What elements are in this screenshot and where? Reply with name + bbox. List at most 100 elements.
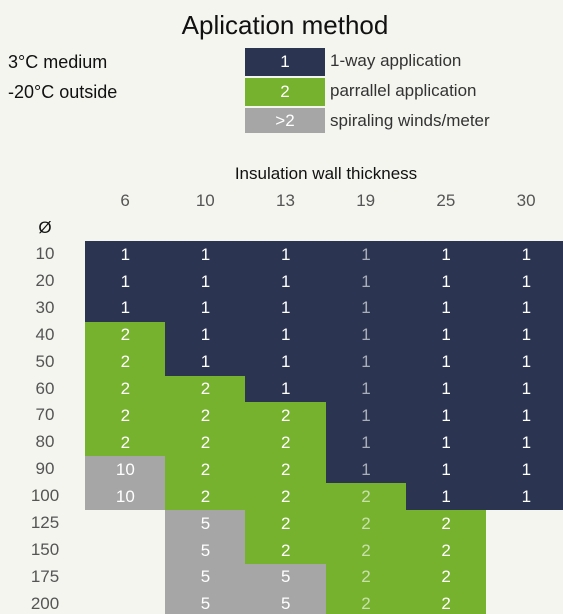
- row-label: 40: [35, 324, 55, 344]
- legend-swatch: 1: [245, 48, 325, 76]
- cell: 5: [165, 510, 246, 538]
- cell: 1: [165, 321, 246, 350]
- cell: 2: [405, 510, 487, 538]
- cell: 1: [486, 402, 563, 430]
- cell: 2: [325, 510, 407, 538]
- cell: 1: [405, 483, 487, 511]
- cell: 2: [325, 536, 407, 565]
- cell: 1: [245, 241, 327, 269]
- cell: 1: [165, 267, 246, 296]
- cell: 1: [325, 241, 407, 269]
- cell: 5: [165, 590, 246, 614]
- legend-swatch: >2: [245, 108, 325, 133]
- cell: 2: [245, 536, 327, 565]
- cell: 2: [325, 563, 407, 592]
- cell: 1: [486, 321, 563, 350]
- cell: 1: [165, 241, 246, 269]
- row-label: 175: [30, 566, 60, 586]
- cell: 2: [165, 402, 246, 430]
- row-label: 200: [30, 593, 60, 613]
- note: -20°C outside: [8, 82, 118, 102]
- cell: 1: [325, 375, 407, 403]
- cell: 2: [165, 375, 246, 403]
- cell: 1: [486, 483, 563, 511]
- cell: 2: [405, 590, 487, 614]
- cell: 1: [325, 456, 407, 484]
- row-label: 80: [35, 432, 55, 452]
- row-label: 10: [35, 244, 55, 263]
- cell: 1: [165, 294, 246, 323]
- cell: 2: [325, 483, 407, 511]
- cell: 10: [85, 456, 166, 484]
- cell: 2: [245, 456, 327, 484]
- column-header: 13: [276, 191, 295, 210]
- column-header: 10: [195, 191, 215, 210]
- cell: 2: [245, 510, 327, 538]
- legend-swatch: 2: [245, 78, 325, 106]
- row-label: 100: [30, 486, 60, 506]
- row-label: 60: [35, 378, 55, 398]
- cell: 10: [85, 483, 166, 511]
- cell: 1: [486, 429, 563, 457]
- title: Aplication method: [181, 10, 389, 40]
- row-label: 150: [30, 539, 60, 559]
- cell: 1: [486, 375, 563, 403]
- cell: 2: [165, 483, 246, 511]
- cell: 1: [405, 267, 487, 296]
- cell: 1: [405, 241, 487, 269]
- cell: 1: [486, 348, 563, 376]
- row-label: 90: [35, 459, 55, 479]
- cell: 5: [165, 563, 246, 592]
- cell: 1: [405, 402, 487, 430]
- cell: 1: [325, 294, 407, 323]
- cell: 1: [245, 321, 327, 350]
- cell: 1: [245, 267, 327, 296]
- cell: 2: [85, 375, 166, 403]
- cell: 2: [85, 348, 166, 376]
- cell: 1: [325, 429, 407, 457]
- table-caption: Insulation wall thickness: [234, 164, 418, 183]
- cell: 2: [85, 402, 166, 430]
- cell: 2: [405, 536, 487, 565]
- row-label: 70: [35, 405, 55, 425]
- note: 3°C medium: [8, 52, 108, 72]
- row-label: 20: [35, 270, 55, 290]
- legend-label: parrallel application: [330, 81, 477, 100]
- cell: 2: [245, 429, 327, 457]
- cell: 1: [85, 241, 166, 269]
- row-label: 30: [35, 297, 55, 317]
- cell: 1: [325, 348, 407, 376]
- cell: 1: [245, 375, 327, 403]
- cell: 1: [486, 294, 563, 323]
- cell: 2: [85, 429, 166, 457]
- row-label: 50: [35, 351, 55, 371]
- row-label: 125: [30, 513, 60, 532]
- cell: 2: [325, 590, 407, 614]
- cell: 1: [405, 456, 487, 484]
- cell: 1: [85, 294, 166, 323]
- legend-label: 1-way application: [330, 51, 462, 70]
- cell: 1: [325, 402, 407, 430]
- cell: 1: [245, 348, 327, 376]
- column-header: 6: [120, 191, 130, 210]
- cell: 1: [486, 267, 563, 296]
- cell: 5: [245, 590, 327, 614]
- cell: 1: [325, 267, 407, 296]
- cell: 1: [486, 241, 563, 269]
- cell: 5: [165, 536, 246, 565]
- cell: 2: [165, 429, 246, 457]
- cell: 1: [85, 267, 166, 296]
- cell: 2: [405, 563, 487, 592]
- cell: 1: [405, 375, 487, 403]
- row-header: Ø: [38, 218, 52, 237]
- cell: 1: [405, 429, 487, 457]
- cell: 2: [245, 402, 327, 430]
- legend-label: spiraling winds/meter: [330, 111, 490, 130]
- cell: 2: [245, 483, 327, 511]
- cell: 1: [405, 348, 487, 376]
- column-header: 25: [436, 191, 456, 210]
- cell: 1: [325, 321, 407, 350]
- cell: 1: [405, 321, 487, 350]
- cell: 2: [165, 456, 246, 484]
